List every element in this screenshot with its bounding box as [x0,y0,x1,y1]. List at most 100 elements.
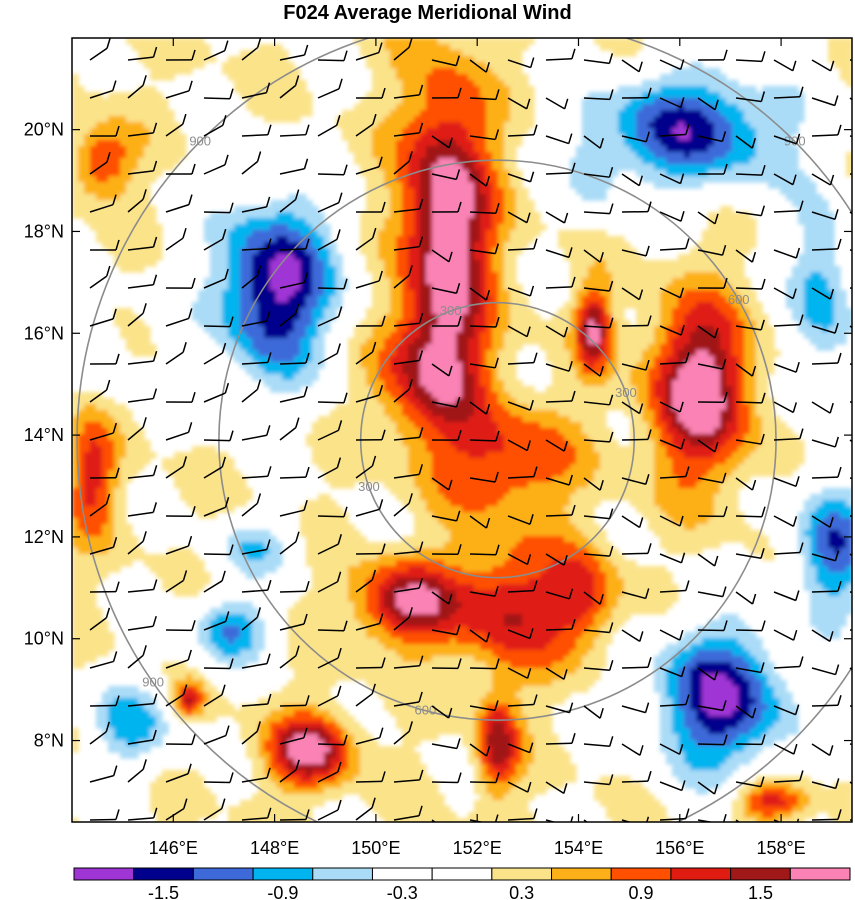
wind-barb [545,474,573,486]
wind-barb [165,506,196,518]
wind-barb [127,189,147,213]
wind-barb [469,658,500,670]
wind-barb [773,428,804,441]
colorbar-swatch [551,867,612,881]
wind-barb [317,164,348,176]
wind-barb [203,115,227,137]
wind-barb [735,91,766,103]
wind-barb [735,278,766,290]
wind-barb [127,388,158,403]
wind-barb [393,464,423,479]
wind-barb [583,774,614,786]
wind-barb [811,238,842,251]
wind-barb [355,270,383,289]
wind-barb [659,173,685,185]
wind-barb [127,46,158,61]
wind-barb [659,352,690,365]
wind-barb [545,588,574,600]
wind-barb [811,809,842,821]
wind-barb [89,379,111,403]
wind-barb [697,277,728,289]
wind-barb [279,531,300,555]
wind-barb [735,164,766,176]
wind-barb [89,125,120,137]
wind-barb [127,122,158,137]
wind-barb [89,151,111,175]
wind-barb [203,88,234,100]
wind-barb [621,429,652,441]
wind-barb [203,430,234,442]
latitude-tick-label: 20°N [24,120,64,140]
wind-barb [431,738,461,750]
wind-barb [393,84,424,99]
range-ring-label: 300 [358,479,380,494]
wind-barb [203,725,230,745]
wind-barb [507,466,538,479]
colorbar-swatch [670,867,732,881]
wind-barb [203,228,227,251]
wind-barb [89,695,120,707]
wind-barb [393,769,424,783]
wind-barb [241,425,271,441]
wind-barb [583,135,604,149]
latitude-axis: 20°N 18°N 16°N 14°N 12°N 10°N 8°N [24,120,852,751]
range-ring-label: 300 [615,385,637,400]
wind-barb [697,813,727,822]
wind-barb [279,417,300,441]
wind-barb [165,734,196,746]
wind-barb [279,727,308,745]
wind-barb [659,97,685,109]
wind-barb [507,171,535,183]
wind-barb [469,544,500,556]
wind-barb [621,515,644,529]
wind-barb [165,798,188,821]
wind-barb [127,807,158,821]
wind-barb [89,537,118,555]
wind-barb [165,763,192,783]
wind-barb [279,809,310,821]
wind-barb [279,75,300,99]
wind-barb [279,124,310,137]
wind-barb [89,194,117,213]
wind-barb [89,721,110,745]
wind-barb [431,363,453,377]
wind-barb [279,189,300,213]
longitude-tick-label: 152°E [453,838,502,858]
wind-barb [811,629,834,642]
wind-barb [317,392,348,404]
wind-barb [811,515,834,528]
wind-barb [393,38,413,61]
colorbar-swatch [730,867,791,881]
wind-barb [165,308,193,327]
colorbar-tick-label: -0.9 [267,883,298,900]
wind-barb [507,97,531,110]
wind-barb [317,192,343,213]
wind-barb [431,169,461,181]
wind-barb [621,702,650,714]
wind-barb [659,124,690,137]
wind-barb [735,662,765,674]
wind-barb [773,287,797,300]
wind-barb [127,645,147,669]
wind-barb [469,129,500,141]
wind-barb [697,586,727,598]
wind-barb [127,693,158,707]
wind-barb [697,781,719,795]
wind-barb [811,436,839,448]
wind-barb [203,798,226,821]
latitude-tick-label: 14°N [24,425,64,445]
wind-barb [659,211,685,222]
wind-barb [431,87,462,99]
wind-barb [89,607,111,631]
wind-barb [773,133,801,145]
wind-barb [355,543,386,555]
wind-barb [279,238,310,251]
colorbar-swatch [491,867,553,881]
wind-barb [507,285,535,297]
wind-barb [317,734,348,746]
wind-barb [431,544,462,556]
wind-barb [127,531,147,555]
wind-barb [545,133,573,145]
wind-barb [697,244,727,256]
wind-barb [507,667,532,679]
